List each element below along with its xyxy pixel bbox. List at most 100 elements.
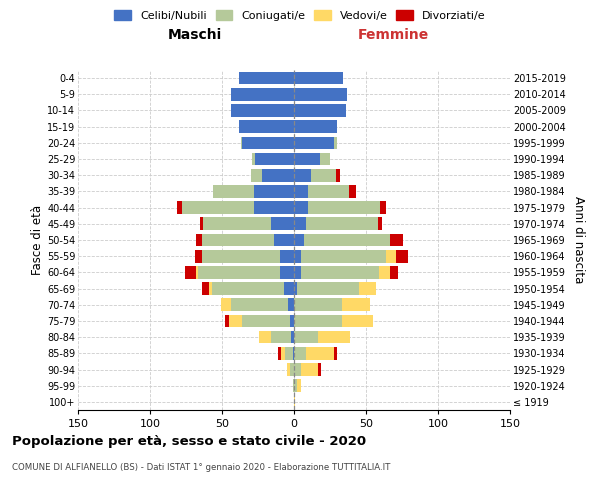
Bar [294, 169, 311, 181]
Bar [349, 185, 356, 198]
Bar [255, 152, 294, 166]
Bar [230, 298, 288, 311]
Bar [284, 282, 294, 295]
Bar [294, 104, 346, 117]
Text: Maschi: Maschi [167, 28, 222, 42]
Y-axis label: Anni di nascita: Anni di nascita [572, 196, 585, 284]
Bar [341, 314, 373, 328]
Bar [194, 250, 202, 262]
Bar [294, 298, 341, 311]
Bar [280, 250, 294, 262]
Bar [212, 282, 284, 295]
Bar [281, 347, 286, 360]
Bar [185, 266, 196, 278]
Bar [178, 202, 182, 214]
Bar [288, 298, 294, 311]
Bar [308, 202, 380, 214]
Bar [242, 136, 294, 149]
Bar [225, 314, 229, 328]
Bar [305, 218, 377, 230]
Bar [182, 202, 254, 214]
Bar [196, 266, 197, 278]
Bar [320, 152, 330, 166]
Bar [294, 202, 308, 214]
Bar [297, 380, 301, 392]
Bar [221, 298, 230, 311]
Bar [278, 347, 281, 360]
Bar [290, 314, 294, 328]
Bar [259, 331, 271, 344]
Bar [229, 314, 242, 328]
Bar [294, 282, 297, 295]
Bar [294, 120, 337, 133]
Bar [377, 218, 382, 230]
Text: Femmine: Femmine [358, 28, 429, 42]
Bar [301, 363, 319, 376]
Bar [294, 152, 320, 166]
Bar [287, 363, 290, 376]
Bar [311, 169, 336, 181]
Bar [297, 282, 359, 295]
Bar [280, 266, 294, 278]
Bar [341, 298, 370, 311]
Bar [203, 218, 271, 230]
Bar [254, 185, 294, 198]
Bar [294, 380, 297, 392]
Bar [334, 347, 337, 360]
Bar [271, 218, 294, 230]
Bar [380, 202, 386, 214]
Bar [202, 282, 209, 295]
Bar [305, 347, 334, 360]
Bar [230, 88, 294, 101]
Text: COMUNE DI ALFIANELLO (BS) - Dati ISTAT 1° gennaio 2020 - Elaborazione TUTTITALIA: COMUNE DI ALFIANELLO (BS) - Dati ISTAT 1… [12, 462, 391, 471]
Bar [200, 218, 203, 230]
Bar [391, 266, 398, 278]
Bar [396, 250, 408, 262]
Bar [294, 331, 319, 344]
Bar [301, 266, 379, 278]
Bar [252, 152, 255, 166]
Bar [334, 136, 337, 149]
Bar [274, 234, 294, 246]
Bar [294, 314, 341, 328]
Bar [294, 72, 343, 85]
Bar [271, 331, 291, 344]
Bar [293, 380, 294, 392]
Bar [294, 250, 301, 262]
Bar [293, 347, 294, 360]
Legend: Celibi/Nubili, Coniugati/e, Vedovi/e, Divorziati/e: Celibi/Nubili, Coniugati/e, Vedovi/e, Di… [112, 8, 488, 24]
Bar [294, 234, 304, 246]
Bar [294, 136, 334, 149]
Bar [241, 136, 242, 149]
Bar [242, 314, 290, 328]
Bar [209, 282, 212, 295]
Bar [239, 120, 294, 133]
Bar [391, 234, 403, 246]
Bar [202, 250, 280, 262]
Bar [262, 169, 294, 181]
Bar [286, 347, 293, 360]
Bar [197, 266, 280, 278]
Bar [294, 88, 347, 101]
Bar [304, 234, 391, 246]
Bar [319, 331, 350, 344]
Bar [254, 202, 294, 214]
Bar [294, 363, 301, 376]
Bar [291, 331, 294, 344]
Bar [386, 250, 396, 262]
Bar [308, 185, 349, 198]
Bar [230, 104, 294, 117]
Bar [379, 266, 391, 278]
Text: Popolazione per età, sesso e stato civile - 2020: Popolazione per età, sesso e stato civil… [12, 435, 366, 448]
Bar [294, 185, 308, 198]
Bar [202, 234, 274, 246]
Bar [294, 266, 301, 278]
Bar [239, 72, 294, 85]
Bar [336, 169, 340, 181]
Y-axis label: Fasce di età: Fasce di età [31, 205, 44, 275]
Bar [294, 218, 305, 230]
Bar [290, 363, 294, 376]
Bar [319, 363, 322, 376]
Bar [196, 234, 202, 246]
Bar [301, 250, 386, 262]
